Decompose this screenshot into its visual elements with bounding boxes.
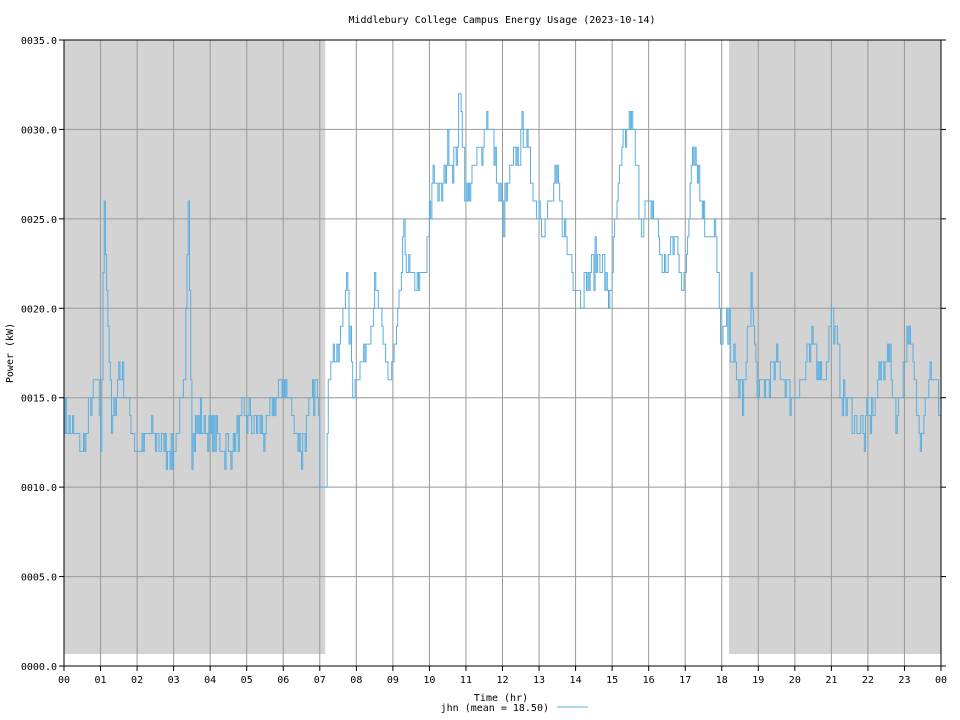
x-tick-label: 03 [168, 675, 180, 686]
y-tick-label: 0000.0 [21, 662, 57, 673]
x-axis-label: Time (hr) [474, 693, 528, 704]
grid [64, 40, 941, 666]
y-tick-label: 0020.0 [21, 304, 57, 315]
y-tick-label: 0015.0 [21, 394, 57, 405]
x-tick-label: 21 [825, 675, 837, 686]
x-tick-label: 10 [423, 675, 435, 686]
x-tick-label: 14 [570, 675, 582, 686]
x-tick-label: 00 [935, 675, 947, 686]
x-tick-label: 16 [643, 675, 655, 686]
series-line-jhn [64, 93, 941, 488]
y-tick-label: 0005.0 [21, 573, 57, 584]
x-tick-label: 18 [716, 675, 728, 686]
x-tick-label: 07 [314, 675, 326, 686]
x-tick-label: 13 [533, 675, 545, 686]
x-tick-label: 23 [898, 675, 910, 686]
y-tick-label: 0025.0 [21, 215, 57, 226]
x-tick-label: 05 [241, 675, 253, 686]
x-tick-label: 12 [496, 675, 508, 686]
axis-ticks: 00 01 02 03 04 05 06 07 08 09 10 11 12 13 14 15 16 17 18 19… [21, 36, 947, 686]
x-tick-label: 00 [58, 675, 70, 686]
y-tick-label: 0030.0 [21, 125, 57, 136]
y-tick-label: 0035.0 [21, 36, 57, 47]
night-shading [64, 40, 941, 654]
x-tick-label: 09 [387, 675, 399, 686]
x-tick-label: 20 [789, 675, 801, 686]
chart-title: Middlebury College Campus Energy Usage (… [348, 15, 655, 26]
x-tick-label: 06 [277, 675, 289, 686]
legend: jhn (mean = 18.50) [441, 703, 588, 714]
legend-label: jhn (mean = 18.50) [441, 703, 549, 714]
y-axis-label: Power (kW) [5, 323, 16, 383]
night-shade-0 [64, 40, 326, 654]
x-tick-label: 08 [350, 675, 362, 686]
x-tick-label: 04 [204, 675, 216, 686]
x-tick-label: 01 [95, 675, 107, 686]
x-tick-label: 19 [752, 675, 764, 686]
x-tick-label: 02 [131, 675, 143, 686]
x-tick-label: 15 [606, 675, 618, 686]
night-shade-1 [729, 40, 941, 654]
x-tick-label: 17 [679, 675, 691, 686]
x-tick-label: 11 [460, 675, 472, 686]
y-tick-label: 0010.0 [21, 483, 57, 494]
x-tick-label: 22 [862, 675, 874, 686]
